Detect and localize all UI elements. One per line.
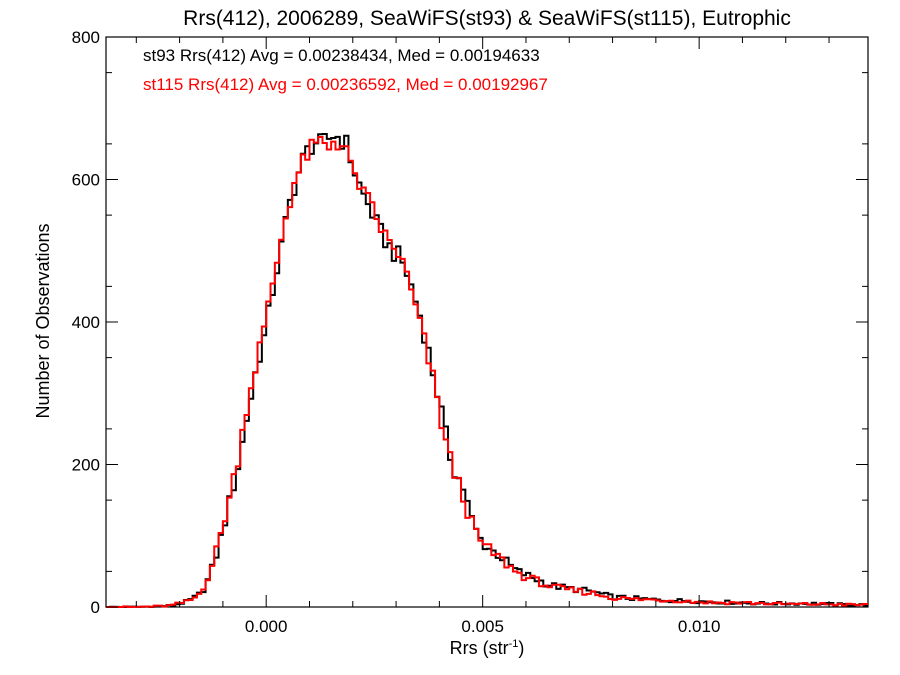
x-axis-label-main: Rrs (str — [450, 638, 509, 658]
y-axis-label: Number of Observations — [33, 223, 53, 418]
series-st93-histogram-line — [106, 132, 868, 608]
y-tick-label: 0 — [91, 598, 100, 617]
plot-frame — [105, 36, 869, 608]
series-layer — [106, 132, 868, 608]
x-axis-label-superscript: -1 — [509, 638, 519, 650]
x-axis-label-close: ) — [518, 638, 524, 658]
y-tick-label: 200 — [72, 456, 100, 475]
x-tick-label: 0.000 — [245, 617, 288, 636]
y-tick-label: 800 — [72, 28, 100, 47]
series-st93-annotation: st93 Rrs(412) Avg = 0.00238434, Med = 0.… — [143, 46, 540, 65]
plot-area: 0 200 400 600 800 0.000 0.005 0.010 — [72, 28, 869, 636]
x-tick-label: 0.010 — [678, 617, 721, 636]
tick-layer: 0 200 400 600 800 0.000 0.005 0.010 — [72, 28, 868, 636]
x-axis-label: Rrs (str-1) — [450, 638, 525, 658]
y-tick-label: 600 — [72, 171, 100, 190]
series-st115-annotation: st115 Rrs(412) Avg = 0.00236592, Med = 0… — [143, 75, 548, 94]
series-st115-histogram-line — [106, 136, 868, 608]
x-tick-label: 0.005 — [461, 617, 504, 636]
y-tick-label: 400 — [72, 313, 100, 332]
chart-title: Rrs(412), 2006289, SeaWiFS(st93) & SeaWi… — [183, 7, 791, 30]
